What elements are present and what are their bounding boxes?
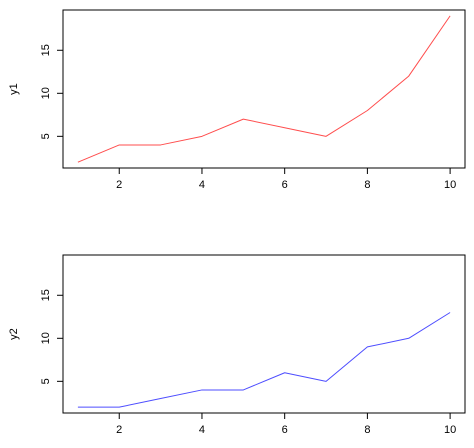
y-axis-label-2: y2 [8, 328, 20, 340]
x-tick-label-1-2: 2 [116, 179, 122, 191]
series-line-2 [77, 312, 451, 408]
x-tick-label-1-6: 6 [282, 179, 288, 191]
y-axis-2: 5 10 15 [40, 289, 63, 384]
y-tick-label-1-10: 10 [40, 87, 52, 99]
y-axis-1: 5 10 15 [40, 44, 63, 139]
x-axis-1: 2 4 6 8 10 [116, 168, 456, 191]
x-tick-label-1-4: 4 [199, 179, 205, 191]
x-tick-label-2-6: 6 [282, 424, 288, 436]
series-2 [77, 312, 451, 408]
chart-panel-1: y1 2 4 6 8 10 5 10 15 [8, 9, 466, 191]
x-tick-label-1-8: 8 [364, 179, 370, 191]
x-tick-label-2-4: 4 [199, 424, 205, 436]
plot-frame-2 [62, 254, 466, 414]
x-tick-label-1-10: 10 [444, 179, 456, 191]
y-tick-label-1-15: 15 [40, 44, 52, 56]
x-axis-2: 2 4 6 8 10 [116, 413, 456, 436]
y-tick-label-2-15: 15 [40, 289, 52, 301]
series-line-1 [77, 15, 451, 163]
chart-panel-2: y2 2 4 6 8 10 5 10 15 [8, 254, 466, 436]
y-tick-label-2-5: 5 [40, 378, 52, 384]
series-1 [77, 15, 451, 163]
y-tick-label-1-5: 5 [40, 133, 52, 139]
x-tick-label-2-10: 10 [444, 424, 456, 436]
y-tick-label-2-10: 10 [40, 332, 52, 344]
plot-frame-1 [62, 9, 466, 169]
y-axis-label-1: y1 [8, 83, 20, 95]
x-tick-label-2-2: 2 [116, 424, 122, 436]
x-tick-label-2-8: 8 [364, 424, 370, 436]
